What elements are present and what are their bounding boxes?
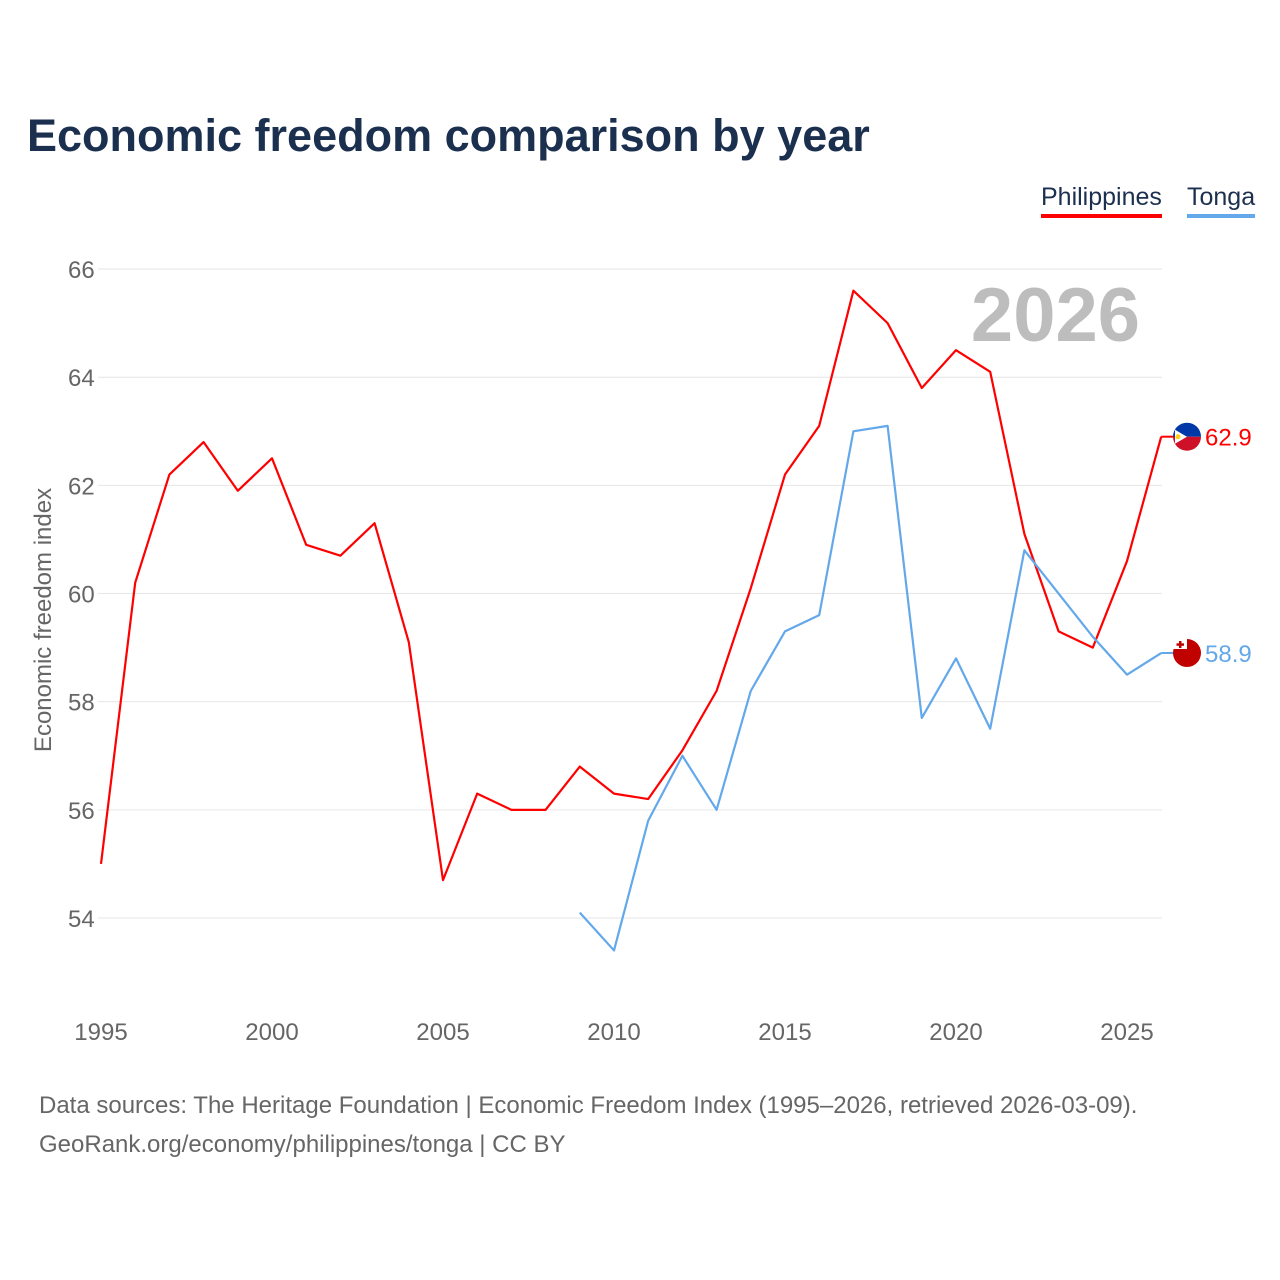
series-line-philippines [99, 289, 1163, 882]
y-tick-label: 64 [68, 365, 95, 392]
y-tick-label: 56 [68, 798, 95, 825]
x-tick-label: 2015 [758, 1019, 811, 1046]
flag-sun [1175, 434, 1181, 440]
y-axis-label: Economic freedom index [30, 488, 57, 752]
year-watermark: 2026 [971, 273, 1140, 358]
tonga-flag-icon [1173, 639, 1201, 668]
end-value-label: 58.9 [1205, 641, 1252, 668]
x-tick-label: 1995 [74, 1019, 127, 1046]
y-tick-label: 60 [68, 582, 95, 609]
legend-philippines[interactable]: Philippines [1041, 183, 1162, 218]
x-tick-label: 2005 [416, 1019, 469, 1046]
legend-tonga[interactable]: Tonga [1187, 183, 1256, 218]
footer-source: Data sources: The Heritage Foundation | … [39, 1092, 1138, 1119]
y-tick-label: 66 [68, 257, 95, 284]
y-tick-label: 62 [68, 473, 95, 500]
x-tick-label: 2000 [245, 1019, 298, 1046]
chart-title: Economic freedom comparison by year [27, 110, 870, 161]
end-value-label: 62.9 [1205, 425, 1252, 452]
series-line-tonga [578, 424, 1162, 952]
x-tick-label: 2010 [587, 1019, 640, 1046]
flag-triangle [1175, 429, 1187, 444]
x-tick-label: 2025 [1100, 1019, 1153, 1046]
footer-url[interactable]: GeoRank.org/economy/philippines/tonga | … [39, 1131, 566, 1158]
y-tick-label: 58 [68, 690, 95, 717]
y-tick-label: 54 [68, 906, 95, 933]
flag-cross [1176, 643, 1184, 646]
x-tick-label: 2020 [929, 1019, 982, 1046]
philippines-flag-icon [1173, 422, 1201, 451]
footer: Data sources: The Heritage Foundation | … [39, 1086, 1137, 1164]
